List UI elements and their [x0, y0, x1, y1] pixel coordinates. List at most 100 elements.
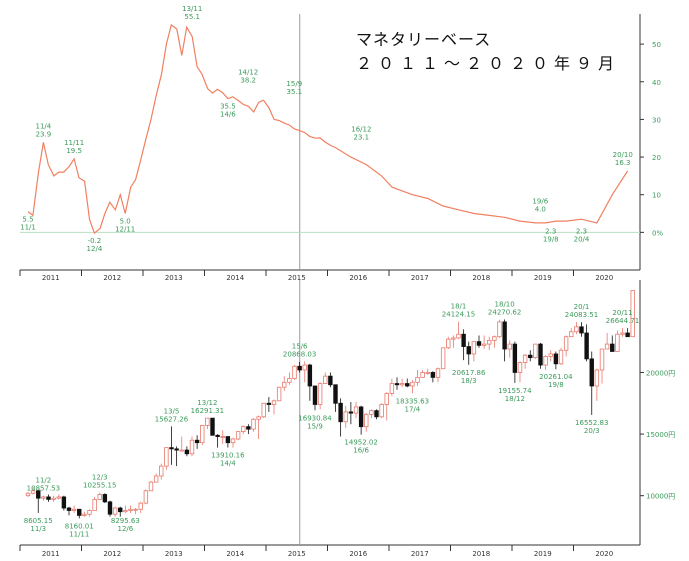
line-annotation-label: 11/4: [36, 122, 52, 130]
candle-body: [112, 507, 118, 515]
candle-body: [87, 510, 92, 515]
candle-body: [194, 439, 200, 444]
candle-annotation-sub: 20/3: [584, 427, 600, 435]
candle-annotation-sub: 11/3: [30, 525, 46, 533]
candle-body: [604, 343, 610, 350]
candle-annotation-label: 18/1: [451, 303, 467, 311]
line-annotation-sub: 14/6: [220, 111, 236, 119]
candle-annotation-sub: 10255.15: [83, 482, 116, 490]
candle-body: [358, 406, 364, 428]
line-annotation-sub: 23.9: [36, 130, 52, 138]
candle-annotation-sub: 26644.71: [606, 317, 639, 325]
top-y-tick-label: 30: [652, 116, 661, 124]
bottom-x-tick-label: 2018: [472, 550, 490, 558]
candle-body: [574, 326, 579, 333]
candle-body: [41, 496, 46, 499]
line-annotation-sub: 20/4: [574, 236, 590, 244]
line-annotation-label: 2.3: [576, 228, 587, 236]
candle-body: [584, 332, 589, 360]
candle-body: [538, 343, 543, 366]
candle-body: [77, 508, 82, 516]
candle-body: [487, 339, 492, 345]
candle-body: [138, 502, 143, 510]
candle-body: [51, 497, 56, 500]
candle-annotation-label: 13/12: [197, 399, 217, 407]
line-annotation-label: 11/11: [64, 139, 84, 147]
candle-body: [446, 338, 451, 349]
bottom-x-tick-label: 2011: [42, 550, 60, 558]
candle-body: [369, 410, 374, 415]
candle-annotation-label: 20617.86: [452, 369, 486, 377]
candle-body: [297, 365, 302, 371]
candle-body: [302, 364, 307, 371]
line-annotation-sub: 23.1: [354, 133, 370, 141]
line-annotation-label: 15/9: [286, 80, 302, 88]
candle-body: [394, 383, 400, 386]
candle-body: [558, 349, 564, 365]
candle-body: [189, 439, 195, 455]
bottom-x-tick-label: 2020: [595, 550, 613, 558]
candle-body: [548, 353, 553, 357]
candle-body: [410, 381, 415, 387]
candle-annotation-label: 12/3: [92, 474, 108, 482]
line-annotation-label: 13/11: [182, 5, 202, 13]
top-y-tick-label: 20: [652, 154, 661, 162]
candle-body: [522, 354, 528, 363]
candle-annotation-label: 19155.74: [498, 387, 532, 395]
top-x-tick-label: 2013: [165, 274, 183, 282]
line-annotation-sub: 38.2: [240, 77, 256, 85]
top-x-tick-label: 2015: [288, 274, 306, 282]
candle-body: [317, 383, 323, 405]
bottom-x-tick-label: 2014: [226, 550, 244, 558]
candle-body: [528, 354, 533, 359]
candle-body: [102, 494, 108, 503]
chart-title: マネタリーベース: [356, 30, 492, 49]
candle-annotation-label: 8295.63: [111, 517, 140, 525]
candle-body: [497, 321, 502, 338]
candle-body: [502, 321, 507, 350]
candle-body: [36, 490, 41, 499]
candle-body: [348, 411, 354, 414]
candle-annotation-label: 14952.02: [344, 439, 377, 447]
candle-body: [118, 507, 123, 513]
candle-body: [533, 343, 538, 359]
bottom-y-tick-label: 15000円: [646, 431, 675, 439]
candle-body: [97, 494, 102, 500]
candle-body: [440, 347, 446, 370]
candle-body: [579, 326, 584, 334]
candle-annotation-sub: 24124.15: [442, 311, 475, 319]
candle-body: [563, 336, 569, 351]
candle-body: [312, 385, 318, 405]
candle-body: [374, 410, 379, 418]
candle-body: [415, 376, 420, 383]
candle-body: [164, 447, 169, 467]
candle-annotation-label: 11/2: [36, 477, 52, 485]
candle-body: [271, 400, 277, 405]
candle-body: [625, 332, 630, 338]
candle-body: [353, 406, 359, 414]
candle-body: [235, 431, 241, 440]
bottom-y-tick-label: 20000円: [646, 369, 675, 377]
bottom-x-tick-label: 2015: [288, 550, 306, 558]
candle-body: [107, 501, 113, 515]
candle-body: [56, 496, 61, 499]
bottom-x-tick-label: 2017: [411, 550, 429, 558]
candle-annotation-sub: 16/6: [353, 447, 369, 455]
top-y-tick-label: 0%: [652, 229, 663, 237]
candle-annotation-sub: 19/8: [548, 381, 564, 389]
candle-body: [405, 383, 410, 387]
candle-body: [292, 365, 297, 380]
candle-annotation-label: 8605.15: [24, 517, 53, 525]
candle-body: [589, 358, 594, 387]
candle-annotation-label: 13/5: [164, 407, 180, 415]
candle-body: [210, 417, 215, 436]
candle-body: [364, 413, 369, 428]
candle-body: [276, 386, 282, 402]
candle-body: [389, 383, 395, 394]
candle-body: [430, 372, 436, 378]
candle-body: [481, 343, 487, 346]
candle-body: [66, 507, 72, 511]
candle-annotation-sub: 17/4: [405, 405, 421, 413]
candle-body: [517, 362, 523, 373]
line-annotation-sub: 16.3: [615, 159, 631, 167]
